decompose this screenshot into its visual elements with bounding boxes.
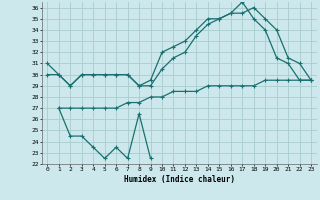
- X-axis label: Humidex (Indice chaleur): Humidex (Indice chaleur): [124, 175, 235, 184]
